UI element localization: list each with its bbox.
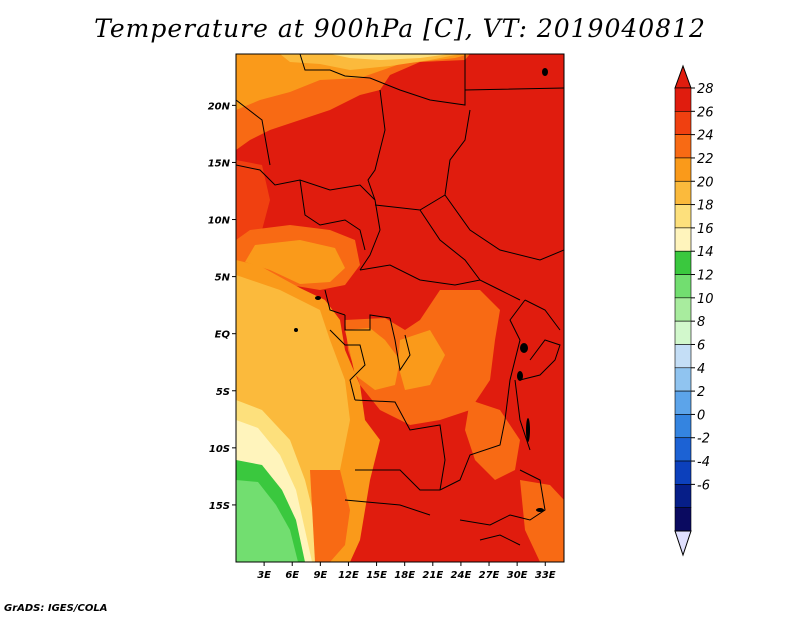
colorbar-swatch bbox=[674, 111, 692, 135]
colorbar-label: 28 bbox=[697, 82, 714, 97]
colorbar-swatch bbox=[674, 250, 692, 275]
lon-label: 24E bbox=[451, 570, 472, 581]
colorbar-under-arrow bbox=[674, 530, 692, 557]
lat-label: EQ bbox=[215, 330, 231, 341]
lon-label: 3E bbox=[257, 570, 271, 581]
colorbar-label: 6 bbox=[697, 338, 705, 353]
lon-label: 27E bbox=[479, 570, 500, 581]
lon-label: 33E bbox=[535, 570, 556, 581]
colorbar-swatch bbox=[674, 204, 692, 229]
colorbar-swatch bbox=[674, 367, 692, 392]
colorbar-swatch bbox=[674, 344, 692, 369]
lon-label: 18E bbox=[394, 570, 415, 581]
colorbar-swatch bbox=[674, 460, 692, 485]
country-borders bbox=[236, 54, 564, 546]
lon-label: 15E bbox=[366, 570, 387, 581]
latitude-axis: 20N 15N 10N 5N EQ 5S 10S 15S bbox=[208, 101, 236, 512]
colorbar-swatch bbox=[674, 297, 692, 322]
colorbar-swatch bbox=[674, 484, 692, 508]
lon-label: 6E bbox=[285, 570, 299, 581]
colorbar-label: 10 bbox=[697, 292, 714, 307]
credit-text: GrADS: IGES/COLA bbox=[4, 603, 108, 614]
colorbar-swatch bbox=[674, 320, 692, 345]
colorbar-swatch bbox=[674, 437, 692, 462]
lon-label: 30E bbox=[507, 570, 528, 581]
colorbar-swatch bbox=[674, 180, 692, 205]
lat-label: 10N bbox=[208, 216, 231, 227]
colorbar-label: 26 bbox=[697, 105, 714, 120]
lat-label: 20N bbox=[208, 101, 231, 112]
longitude-axis: 3E 6E 9E 12E 15E 18E 21E 24E 27E 30E 33E bbox=[257, 562, 556, 581]
colorbar-swatch bbox=[674, 507, 692, 532]
colorbar-label: 22 bbox=[697, 152, 714, 167]
lat-label: 15S bbox=[209, 501, 230, 512]
colorbar-label: 12 bbox=[697, 269, 714, 284]
colorbar-label: 14 bbox=[697, 245, 714, 260]
colorbar-label: 16 bbox=[697, 222, 714, 237]
lat-label: 5S bbox=[216, 387, 230, 398]
colorbar-label: -4 bbox=[697, 455, 710, 470]
colorbar-label: 20 bbox=[697, 175, 714, 190]
lon-label: 12E bbox=[338, 570, 359, 581]
lon-label: 9E bbox=[313, 570, 327, 581]
colorbar-label: 4 bbox=[697, 362, 705, 377]
colorbar-swatch bbox=[674, 157, 692, 182]
colorbar-swatch bbox=[674, 227, 692, 252]
lat-label: 10S bbox=[209, 444, 230, 455]
colorbar-label: 8 bbox=[697, 315, 705, 330]
lat-label: 15N bbox=[208, 158, 231, 169]
colorbar-label: -6 bbox=[697, 478, 710, 493]
colorbar-swatch bbox=[674, 390, 692, 415]
map-title: Temperature at 900hPa [C], VT: 201904081… bbox=[94, 14, 706, 43]
colorbar-label: -2 bbox=[697, 432, 710, 447]
map-frame bbox=[235, 53, 565, 563]
colorbar-swatch bbox=[674, 414, 692, 439]
lat-label: 5N bbox=[215, 273, 231, 284]
colorbar-label: 18 bbox=[697, 199, 714, 214]
colorbar-swatch bbox=[674, 274, 692, 299]
colorbar-swatch bbox=[674, 134, 692, 159]
colorbar-label: 0 bbox=[697, 408, 705, 423]
temperature-field bbox=[236, 54, 564, 562]
colorbar-label: 24 bbox=[697, 129, 714, 144]
lon-label: 21E bbox=[422, 570, 443, 581]
colorbar-label: 2 bbox=[697, 385, 705, 400]
colorbar-swatch bbox=[674, 87, 692, 112]
colorbar-over-arrow bbox=[674, 64, 692, 89]
lakes bbox=[294, 68, 548, 512]
